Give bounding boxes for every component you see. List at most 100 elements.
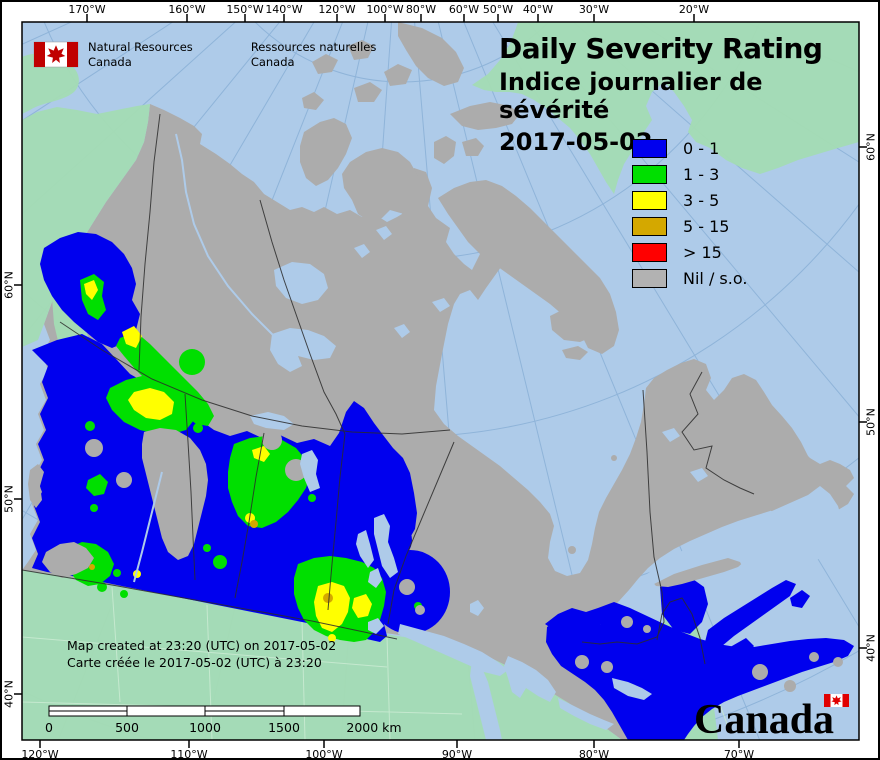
scalebar-label: 2000 km: [346, 720, 402, 735]
arctic-islet-5: [302, 92, 324, 110]
lake-ontario: [612, 678, 652, 700]
nrcan-logo: Natural Resources Canada Ressources natur…: [32, 40, 376, 70]
banks-island: [300, 118, 352, 186]
great-bear-lake: [274, 262, 328, 304]
border-bc-alberta: [184, 393, 196, 581]
akimiski-islet: [568, 546, 576, 554]
legend-row: 0 - 1: [632, 135, 747, 161]
coats-island: [562, 346, 588, 360]
gold-dot-manitoba: [323, 593, 333, 603]
gold-dot-sask: [250, 520, 258, 528]
nwt-lake-2: [376, 226, 392, 240]
graticule-label: 60°W: [448, 3, 480, 16]
yellow-manitoba-small: [352, 594, 372, 618]
belcher-islet: [611, 455, 617, 461]
legend-label: 3 - 5: [683, 190, 720, 210]
border-quebec-labrador: [681, 371, 755, 495]
graticule-label: 170°W: [68, 3, 106, 16]
graticule-label: 40°W: [522, 3, 554, 16]
graticule-label: 140°W: [265, 3, 303, 16]
gold-dot-bc: [89, 564, 95, 570]
scalebar-label: 0: [45, 720, 53, 735]
fraser-river: [133, 471, 163, 583]
border-alberta-sask: [234, 432, 265, 599]
canada-flag-icon: [33, 41, 79, 68]
gaspe-peninsula: [650, 552, 746, 587]
lake-winnipegosis: [356, 530, 374, 568]
vancouver-island: [42, 542, 94, 578]
legend-swatch: [632, 164, 667, 184]
graticule-label: 80°W: [578, 748, 610, 760]
province-borders: [22, 113, 755, 665]
devon-island: [450, 102, 520, 130]
scale-bar: [48, 705, 361, 717]
map-created-note: Map created at 23:20 (UTC) on 2017-05-02…: [67, 637, 336, 671]
legend-swatch: [632, 268, 667, 288]
blue-nova-scotia-south: [718, 638, 754, 666]
blue-cape-breton: [790, 590, 810, 608]
graticule-label: 70°W: [723, 748, 755, 760]
scalebar-label: 1000: [189, 720, 221, 735]
graticule-label: 150°W: [226, 3, 264, 16]
lake-erie: [558, 698, 614, 730]
graticule-label: 40°N: [2, 680, 16, 708]
lake-athabasca: [250, 412, 294, 430]
dubawnt-lake: [394, 324, 410, 338]
quebec-lake-1: [662, 428, 680, 442]
lake-of-the-woods: [368, 618, 384, 634]
title-block: Daily Severity Rating Indice journalier …: [499, 32, 878, 156]
graticule-label: 50°W: [482, 3, 514, 16]
yellow-yukon: [84, 280, 98, 300]
greenland: [472, 22, 859, 194]
graticule-label: 90°W: [441, 748, 473, 760]
lake-manitoba: [368, 568, 382, 588]
graticule-label: 100°W: [305, 748, 343, 760]
arctic-islet-3: [384, 64, 412, 86]
map-date: 2017-05-02: [499, 128, 653, 156]
graticule-label: 160°W: [168, 3, 206, 16]
haida-gwaii: [28, 464, 44, 508]
legend-swatch: [632, 190, 667, 210]
created-note-fr: Carte créée le 2017-05-02 (UTC) à 23:20: [67, 655, 322, 670]
legend-row: 3 - 5: [632, 187, 747, 213]
map-title-en: Daily Severity Rating: [499, 32, 823, 65]
legend-row: 5 - 15: [632, 213, 747, 239]
graticule-label: 60°N: [864, 133, 878, 161]
lake-nipigon: [470, 600, 484, 616]
border-nwt-nunavut: [259, 199, 346, 435]
map-title-fr: Indice journalier de sévérité: [499, 68, 763, 124]
graticule-label: 50°N: [2, 485, 16, 513]
legend-label: 1 - 3: [683, 164, 720, 184]
somerset-island: [462, 138, 484, 156]
blue-s-ontario-peninsula: [546, 612, 654, 740]
lake-michigan: [470, 660, 502, 740]
legend-row: > 15: [632, 239, 747, 265]
arctic-islet-1: [312, 54, 338, 74]
blue-new-brunswick: [660, 577, 708, 634]
nrcan-logo-text-en: Natural Resources Canada: [88, 40, 193, 69]
legend-label: > 15: [683, 242, 722, 262]
graticule-label: 20°W: [678, 3, 710, 16]
canada-wordmark: Canada: [694, 697, 835, 743]
yellow-bc-inner: [128, 388, 174, 420]
victoria-island: [342, 148, 422, 222]
nrcan-logo-text-fr: Ressources naturelles Canada: [250, 40, 377, 69]
legend-row: 1 - 3: [632, 161, 747, 187]
legend-label: 5 - 15: [683, 216, 730, 236]
chukotka: [22, 53, 79, 114]
legend-label: 0 - 1: [683, 138, 720, 158]
border-manitoba-ontario: [387, 441, 455, 625]
graticule-label: 100°W: [366, 3, 404, 16]
graticule-label: 40°N: [864, 634, 878, 662]
lake-huron: [504, 656, 556, 702]
legend-swatch: [632, 242, 667, 262]
nwt-lake-1: [354, 244, 370, 258]
legend-swatch: [632, 216, 667, 236]
legend-label: Nil / s.o.: [683, 268, 748, 288]
yellow-manitoba-large: [314, 582, 350, 632]
baker-lake: [432, 298, 450, 312]
great-slave-lake: [270, 328, 336, 372]
scalebar-label: 1500: [268, 720, 300, 735]
